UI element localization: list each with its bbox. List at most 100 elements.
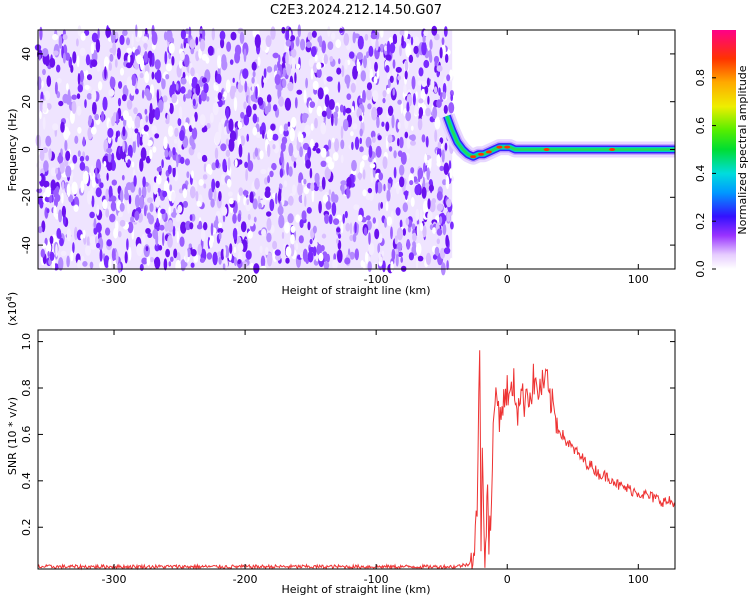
noise-speckle [392, 59, 396, 69]
noise-speckle [284, 97, 292, 111]
noise-speckle [199, 38, 206, 52]
noise-speckle [203, 163, 207, 173]
noise-speckle [263, 68, 267, 79]
noise-speckle [311, 93, 315, 100]
noise-speckle [356, 58, 360, 72]
noise-speckle [287, 81, 294, 92]
x-tick-label: -200 [233, 573, 258, 586]
noise-speckle [177, 204, 183, 214]
noise-speckle [202, 29, 206, 39]
noise-speckle [312, 225, 317, 234]
noise-speckle [218, 231, 222, 240]
noise-speckle [105, 27, 112, 38]
noise-speckle [393, 182, 397, 189]
noise-speckle [56, 64, 61, 73]
colorbar-tick-label: 0.8 [694, 69, 707, 87]
noise-speckle [439, 28, 443, 39]
noise-speckle [305, 77, 308, 89]
noise-speckle [266, 252, 273, 267]
noise-speckle [192, 98, 196, 107]
noise-speckle [377, 243, 381, 254]
noise-speckle [118, 231, 122, 238]
noise-speckle [211, 162, 217, 171]
noise-speckle [379, 107, 383, 114]
noise-speckle [406, 239, 411, 250]
noise-speckle [222, 158, 227, 173]
noise-speckle [161, 159, 164, 169]
noise-speckle [418, 98, 424, 104]
noise-speckle [143, 205, 147, 217]
noise-speckle [219, 30, 226, 41]
noise-speckle [335, 39, 342, 49]
noise-speckle [58, 35, 63, 49]
noise-speckle [370, 170, 374, 183]
noise-speckle [122, 126, 126, 137]
noise-speckle [443, 26, 448, 37]
noise-speckle [73, 204, 79, 212]
noise-speckle [396, 227, 403, 241]
noise-speckle [337, 240, 342, 250]
noise-speckle [300, 38, 306, 51]
noise-speckle [425, 136, 429, 148]
noise-speckle [333, 111, 339, 119]
noise-speckle [164, 221, 169, 232]
noise-speckle [399, 44, 402, 57]
noise-speckle [363, 262, 366, 272]
noise-speckle [58, 209, 63, 223]
noise-speckle [348, 51, 355, 59]
noise-speckle [189, 186, 196, 199]
noise-speckle [209, 238, 213, 248]
noise-speckle [336, 227, 341, 233]
noise-speckle [417, 167, 424, 180]
noise-speckle [340, 154, 344, 164]
noise-speckle [229, 130, 237, 142]
noise-speckle [119, 34, 125, 46]
noise-speckle [177, 118, 182, 126]
noise-speckle [133, 107, 138, 115]
noise-speckle [168, 42, 175, 54]
noise-speckle [413, 176, 418, 183]
noise-speckle [320, 160, 327, 167]
noise-speckle [168, 261, 172, 267]
noise-speckle [210, 112, 214, 124]
noise-speckle [293, 161, 297, 169]
noise-speckle [54, 81, 58, 95]
noise-speckle [272, 52, 279, 59]
noise-speckle [301, 192, 305, 204]
noise-speckle [182, 200, 188, 208]
noise-speckle [254, 147, 259, 157]
noise-speckle [282, 78, 287, 88]
noise-speckle [442, 179, 447, 186]
noise-speckle [97, 173, 101, 180]
noise-speckle [142, 176, 146, 188]
noise-speckle [264, 106, 270, 115]
noise-speckle [340, 180, 347, 186]
noise-speckle [259, 126, 263, 135]
noise-speckle [299, 133, 304, 143]
noise-speckle [359, 137, 363, 144]
noise-speckle [438, 87, 441, 96]
noise-speckle [327, 41, 334, 50]
noise-speckle [426, 77, 430, 88]
noise-speckle [173, 138, 178, 144]
noise-speckle [62, 52, 66, 64]
noise-speckle [163, 258, 168, 271]
noise-speckle [173, 207, 176, 217]
noise-speckle [300, 252, 304, 259]
noise-speckle [168, 191, 171, 197]
noise-speckle [203, 125, 208, 132]
noise-speckle [217, 222, 223, 229]
x-tick-label: -300 [102, 573, 127, 586]
noise-speckle [76, 105, 82, 116]
noise-speckle [66, 183, 71, 197]
noise-speckle [145, 115, 149, 123]
noise-speckle [80, 32, 86, 41]
noise-speckle [185, 93, 192, 99]
noise-speckle [228, 118, 234, 132]
noise-speckle [352, 123, 358, 130]
noise-speckle [316, 243, 323, 256]
noise-speckle [385, 121, 390, 132]
noise-speckle [206, 122, 211, 129]
noise-speckle [343, 33, 350, 46]
noise-speckle [141, 185, 147, 199]
